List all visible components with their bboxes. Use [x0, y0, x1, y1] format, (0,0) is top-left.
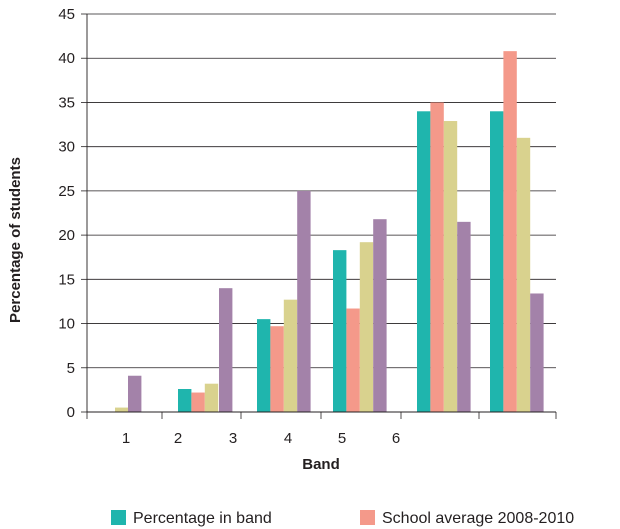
x-tick-label: 3	[229, 430, 237, 447]
bars	[115, 51, 544, 413]
bar-series-1	[490, 111, 504, 413]
x-tick-label: 6	[392, 430, 400, 447]
bar-series-3	[283, 299, 298, 412]
y-tick-label: 20	[58, 227, 75, 244]
bar-series-1	[417, 111, 431, 413]
gridlines	[87, 13, 556, 369]
y-tick-label: 30	[58, 139, 75, 156]
x-tick-labels: 1 2 3 4 5 6	[122, 430, 400, 447]
y-tick-label: 40	[58, 50, 75, 67]
legend-swatch	[360, 510, 375, 525]
bar-series-2	[191, 392, 205, 412]
bar-series-4	[530, 293, 544, 412]
bar-series-3	[359, 242, 374, 412]
y-tick-label: 0	[67, 404, 75, 421]
x-tick-label: 5	[338, 430, 346, 447]
y-tick-label: 15	[58, 271, 75, 288]
bar-series-1	[333, 250, 347, 412]
bar-series-4	[373, 219, 387, 412]
bar-series-3	[516, 137, 531, 413]
bar-series-3	[204, 383, 219, 412]
bar-series-2	[270, 326, 284, 412]
y-tick-label: 25	[58, 183, 75, 200]
x-tick-label: 2	[174, 430, 182, 447]
bar-series-1	[178, 389, 192, 412]
bar-series-4	[219, 288, 233, 412]
bar-series-2	[503, 51, 517, 412]
y-tick-label: 35	[58, 94, 75, 111]
legend-swatch	[111, 510, 126, 525]
x-tick-label: 1	[122, 430, 130, 447]
bar-series-4	[457, 221, 471, 412]
bar-series-2	[430, 102, 444, 412]
x-tick-label: 4	[284, 430, 292, 447]
bar-series-4	[297, 190, 311, 412]
y-tick-label: 45	[58, 6, 75, 23]
y-tick-labels: 0 5 10 15 20 25 30 35 40 45	[58, 6, 87, 421]
legend-label: Percentage in band	[133, 510, 272, 527]
axes	[86, 14, 557, 419]
x-axis-title: Band	[302, 456, 340, 473]
bar-series-4	[128, 375, 142, 412]
legend: Percentage in band School average 2008-20…	[111, 510, 574, 527]
bar-series-2	[346, 308, 360, 412]
bar-series-1	[257, 319, 271, 412]
bar-series-3	[443, 121, 458, 413]
y-axis-title: Percentage of students	[7, 157, 24, 323]
y-tick-label: 5	[67, 360, 75, 377]
bar-series-3	[115, 407, 129, 412]
legend-label: School average 2008-2010	[382, 510, 574, 527]
y-tick-label: 10	[58, 316, 75, 333]
